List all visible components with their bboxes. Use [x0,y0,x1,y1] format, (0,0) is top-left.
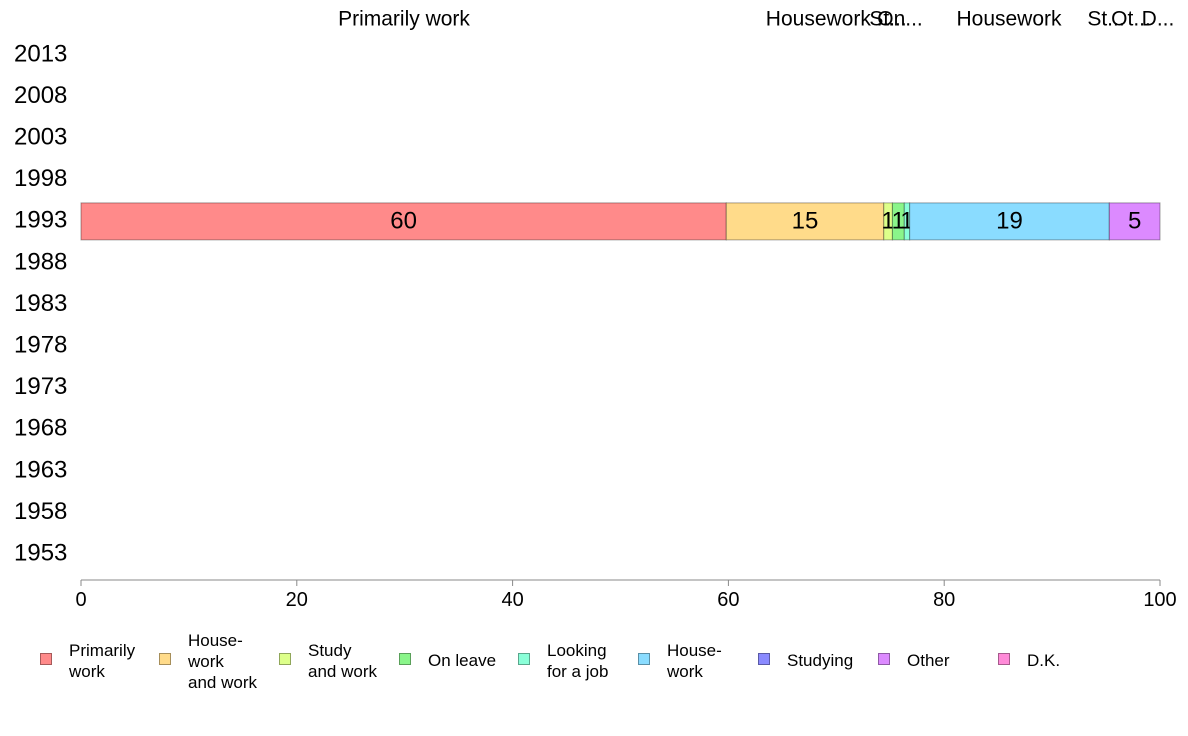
legend-swatch [518,653,530,665]
year-label: 1973 [14,373,67,400]
year-label: 1998 [14,165,67,192]
year-label: 1958 [14,498,67,525]
legend-item: Looking for a job [518,636,608,682]
legend-swatch [40,653,52,665]
data-label: 19 [996,208,1023,235]
data-label: 1 [892,208,905,235]
year-label: 1963 [14,456,67,483]
year-label: 1968 [14,415,67,442]
x-tick-label: 60 [717,589,739,611]
top-category-label: Housework ... [766,8,894,31]
data-label: 15 [792,208,819,235]
year-label: 2008 [14,82,67,109]
bar-segment [725,202,885,241]
legend-item: D.K. [998,636,1060,671]
legend-label: Other [907,651,950,670]
legend-swatch [878,653,890,665]
legend-label: Study and work [308,641,377,681]
legend-label: House- work and work [188,631,257,692]
top-category-label: On... [877,8,923,31]
data-label: 5 [1128,208,1141,235]
legend-swatch [399,653,411,665]
top-category-label: St... [869,8,906,31]
legend-item: On leave [399,636,496,671]
top-category-label: Housework [956,8,1062,31]
data-label: 60 [390,208,417,235]
legend-item: Study and work [279,636,377,682]
legend-label: Looking for a job [547,641,609,681]
legend-swatch [758,653,770,665]
bars-group: 60 15 111 19 5 [80,202,1161,241]
year-labels-group: 2013 2008 2003 1998 1993 1988 1983 1978 1973 1968… [14,40,67,566]
legend-label: Studying [787,651,854,670]
legend-swatch [159,653,171,665]
legend-label: Primarily work [69,641,136,681]
legend-item: Other [878,636,950,671]
legend-label: House- work [667,641,722,681]
top-category-label: Ot... [1111,8,1151,31]
legend-swatch [638,653,650,665]
x-tick-label: 100 [1143,589,1176,611]
legend-swatch [279,653,291,665]
legend: Primarily work House- work and work Study … [40,631,1180,696]
data-label: 1 [881,208,894,235]
year-label: 2013 [14,40,67,67]
top-category-label: St... [1087,8,1124,31]
bar-segment [1108,202,1161,241]
year-label: 2003 [14,124,67,151]
year-label: 1978 [14,332,67,359]
year-label: 1983 [14,290,67,317]
legend-item: Studying [758,636,853,671]
year-label: 1953 [14,540,67,567]
legend-item: House- work [638,636,722,682]
year-label: 1988 [14,248,67,275]
top-category-label: Primarily work [338,8,470,31]
top-labels-group: Primarily work Housework ...St...On... Hou… [338,8,1174,31]
x-tick-label: 20 [286,589,308,611]
legend-swatch [998,653,1010,665]
x-tick-label: 40 [501,589,523,611]
legend-item: House- work and work [159,631,257,693]
legend-label: On leave [428,651,497,670]
year-label: 1993 [14,207,67,234]
legend-item: Primarily work [40,636,135,682]
x-tick-label: 0 [75,589,86,611]
top-category-label: D... [1142,8,1175,31]
legend-label: D.K. [1027,651,1061,670]
x-tick-label: 80 [933,589,955,611]
x-axis: 0 20 40 60 80 100 [75,579,1177,611]
